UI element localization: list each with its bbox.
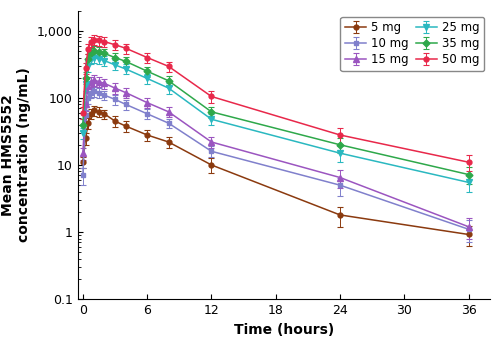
Y-axis label: Mean HMS5552
concentration (ng/mL): Mean HMS5552 concentration (ng/mL) [1,68,31,242]
Legend: 5 mg, 10 mg, 15 mg, 25 mg, 35 mg, 50 mg: 5 mg, 10 mg, 15 mg, 25 mg, 35 mg, 50 mg [340,17,484,71]
X-axis label: Time (hours): Time (hours) [234,322,334,337]
